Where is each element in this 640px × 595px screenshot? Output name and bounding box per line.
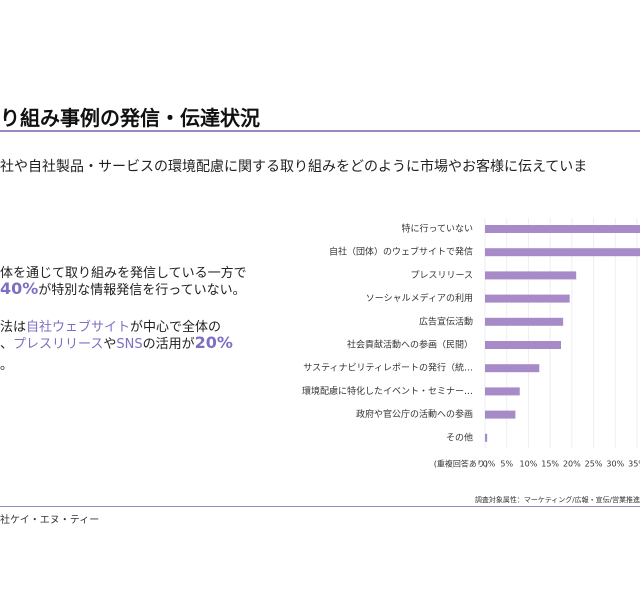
y-tick-label: 環境配慮に特化したイベント・セミナー… xyxy=(302,385,473,397)
text: 。 xyxy=(0,358,14,373)
x-tick-label: 35% xyxy=(628,460,640,469)
x-tick-label: 0% xyxy=(483,460,496,469)
title-rule xyxy=(0,130,640,132)
bar xyxy=(485,341,561,349)
bar xyxy=(485,387,520,396)
highlight: プレスリリース xyxy=(13,337,104,352)
summary-line: 40%が特別な情報発信を行っていない。 xyxy=(0,279,246,298)
text: 法は xyxy=(0,320,27,335)
x-tick-label: 10% xyxy=(520,460,538,469)
text: 、 xyxy=(0,337,14,352)
x-tick-label: 30% xyxy=(606,460,624,469)
text: の活用が xyxy=(142,337,195,352)
y-tick-label: その他 xyxy=(446,431,473,443)
y-tick-label: サスティナビリティレポートの発行（統… xyxy=(303,362,473,374)
bar xyxy=(485,294,570,303)
source-note: 調査対象属性：マーケティング/広報・宣伝/営業推進 xyxy=(475,495,640,504)
y-tick-label: 社会貢献活動への参画（民間） xyxy=(347,339,473,351)
x-tick-label: 5% xyxy=(500,460,513,469)
y-tick-label: 政府や官公庁の活動への参画 xyxy=(356,408,473,420)
x-tick-label: 20% xyxy=(563,460,581,469)
y-tick-label: プレスリリース xyxy=(410,270,473,281)
summary-line: 体を通じて取り組みを発信している一方で xyxy=(0,262,247,281)
y-tick-label: ソーシャルメディアの利用 xyxy=(366,292,473,304)
y-tick-label: 広告宣伝活動 xyxy=(419,315,473,327)
highlight: 40% xyxy=(0,279,39,298)
summary-line: 、プレスリリースやSNSの活用が20% xyxy=(0,333,233,352)
axis-note: (重複回答あり) xyxy=(434,459,488,469)
x-tick-label: 25% xyxy=(585,460,603,469)
highlight: 20% xyxy=(194,333,233,352)
bar xyxy=(485,317,564,326)
footer-rule xyxy=(0,506,640,507)
y-tick-label: 特に行っていない xyxy=(401,223,473,235)
slide-title: り組み事例の発信・伝達状況 xyxy=(0,106,260,130)
subtitle: 社や自社製品・サービスの環境配慮に関する取り組みをどのように市場やお客様に伝えて… xyxy=(0,159,588,175)
company: 社ケイ・エヌ・ティー xyxy=(0,515,100,526)
highlight: SNS xyxy=(116,337,143,352)
text: 体を通じて取り組みを発信している一方で xyxy=(0,266,247,281)
bar xyxy=(485,225,640,233)
summary-line: 法は自社ウェブサイトが中心で全体の xyxy=(0,316,221,335)
bar xyxy=(485,364,540,373)
text: が中心で全体の xyxy=(130,320,222,335)
summary-line: 。 xyxy=(0,354,13,373)
text: や xyxy=(103,337,117,352)
y-tick-label: 自社（団体）のウェブサイトで発信 xyxy=(329,246,473,258)
x-tick-label: 15% xyxy=(541,460,559,469)
text: が特別な情報発信を行っていない。 xyxy=(38,283,246,298)
highlight: 自社ウェブサイト xyxy=(26,320,131,335)
bar xyxy=(485,248,640,257)
bar xyxy=(485,271,577,280)
bar xyxy=(485,433,488,442)
bar xyxy=(485,410,516,419)
